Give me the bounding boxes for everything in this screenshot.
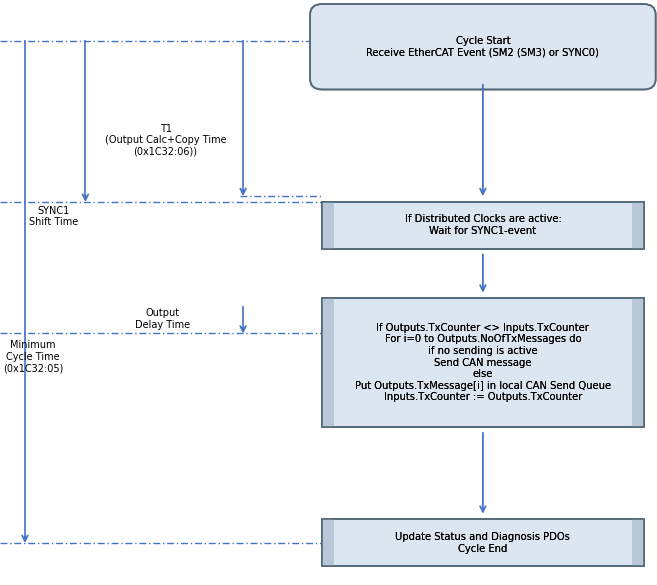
Text: SYNC1
Shift Time: SYNC1 Shift Time bbox=[30, 206, 78, 227]
Text: If Distributed Clocks are active:
Wait for SYNC1-event: If Distributed Clocks are active: Wait f… bbox=[405, 215, 561, 236]
FancyBboxPatch shape bbox=[310, 4, 656, 90]
FancyBboxPatch shape bbox=[322, 298, 334, 427]
Text: Cycle Start
Receive EtherCAT Event (SM2 (SM3) or SYNC0): Cycle Start Receive EtherCAT Event (SM2 … bbox=[367, 36, 599, 57]
FancyBboxPatch shape bbox=[322, 519, 334, 566]
FancyBboxPatch shape bbox=[632, 519, 644, 566]
FancyBboxPatch shape bbox=[322, 298, 644, 427]
Text: Update Status and Diagnosis PDOs
Cycle End: Update Status and Diagnosis PDOs Cycle E… bbox=[396, 532, 570, 553]
Text: T1
(Output Calc+Copy Time
(0x1C32:06)): T1 (Output Calc+Copy Time (0x1C32:06)) bbox=[104, 124, 227, 157]
Text: Update Status and Diagnosis PDOs
Cycle End: Update Status and Diagnosis PDOs Cycle E… bbox=[396, 532, 570, 553]
FancyBboxPatch shape bbox=[632, 298, 644, 427]
Text: Output
Delay Time: Output Delay Time bbox=[135, 308, 191, 329]
Text: Cycle Start
Receive EtherCAT Event (SM2 (SM3) or SYNC0): Cycle Start Receive EtherCAT Event (SM2 … bbox=[367, 36, 599, 57]
Text: Minimum
Cycle Time
(0x1C32:05): Minimum Cycle Time (0x1C32:05) bbox=[3, 340, 63, 373]
Text: If Distributed Clocks are active:
Wait for SYNC1-event: If Distributed Clocks are active: Wait f… bbox=[405, 215, 561, 236]
Text: If Outputs.TxCounter <> Inputs.TxCounter
For i=0 to Outputs.NoOfTxMessages do
if: If Outputs.TxCounter <> Inputs.TxCounter… bbox=[355, 323, 611, 402]
FancyBboxPatch shape bbox=[322, 202, 334, 249]
FancyBboxPatch shape bbox=[322, 519, 644, 566]
FancyBboxPatch shape bbox=[632, 202, 644, 249]
FancyBboxPatch shape bbox=[322, 202, 644, 249]
Text: If Outputs.TxCounter <> Inputs.TxCounter
For i=0 to Outputs.NoOfTxMessages do
if: If Outputs.TxCounter <> Inputs.TxCounter… bbox=[355, 323, 611, 402]
